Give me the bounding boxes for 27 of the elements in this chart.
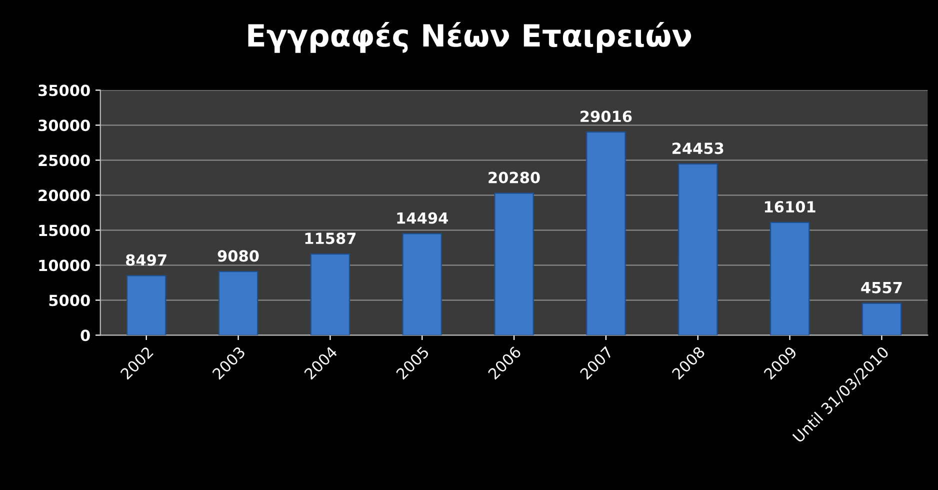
data-label: 4557 (861, 282, 902, 294)
bar (770, 222, 810, 336)
bar (310, 253, 350, 336)
y-tick-label: 30000 (38, 120, 90, 132)
y-tick-label: 15000 (39, 224, 90, 236)
y-tick-label: 10000 (39, 260, 90, 272)
chart-title: Εγγραφές Νέων Εταιρειών (248, 22, 692, 53)
y-tick-label: 5000 (49, 294, 90, 306)
y-tick-label: 35000 (38, 84, 90, 96)
bar (862, 302, 902, 336)
data-label: 9080 (218, 250, 259, 262)
data-label: 16101 (764, 200, 816, 213)
data-label: 29016 (580, 110, 632, 122)
data-label: 11587 (305, 232, 356, 244)
bar (678, 163, 718, 336)
y-tick-label: 25000 (38, 154, 90, 166)
data-label: 24453 (672, 142, 724, 154)
y-tick-label: 20000 (38, 190, 90, 202)
bar (494, 192, 534, 336)
y-tick-label: 0 (80, 330, 90, 342)
bar (402, 233, 442, 336)
bar (586, 131, 626, 336)
data-label: 8497 (126, 254, 166, 266)
bar (218, 271, 258, 336)
data-label: 20280 (488, 172, 540, 184)
bar (126, 275, 166, 336)
data-label: 14494 (397, 212, 448, 224)
